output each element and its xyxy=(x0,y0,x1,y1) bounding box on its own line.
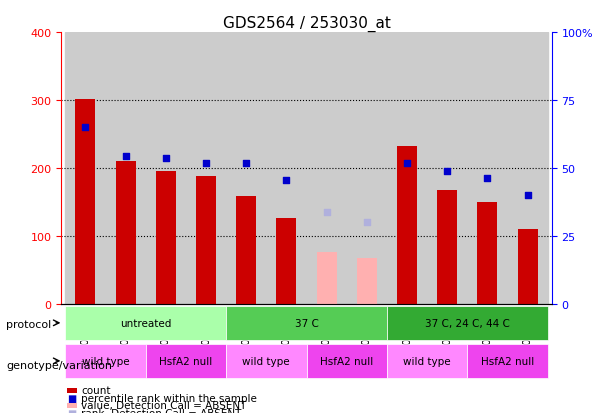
Bar xyxy=(196,177,216,304)
Text: value, Detection Call = ABSENT: value, Detection Call = ABSENT xyxy=(81,400,246,410)
Text: wild type: wild type xyxy=(243,356,290,366)
Bar xyxy=(116,162,135,304)
FancyBboxPatch shape xyxy=(66,306,226,340)
Bar xyxy=(105,33,146,304)
Point xyxy=(242,161,251,167)
Text: ■: ■ xyxy=(67,393,76,403)
Title: GDS2564 / 253030_at: GDS2564 / 253030_at xyxy=(223,16,390,32)
Point xyxy=(121,153,131,160)
FancyBboxPatch shape xyxy=(66,344,146,378)
Bar xyxy=(186,33,226,304)
Bar xyxy=(226,33,266,304)
Bar xyxy=(347,33,387,304)
FancyBboxPatch shape xyxy=(306,344,387,378)
FancyBboxPatch shape xyxy=(226,306,387,340)
Bar xyxy=(236,197,256,304)
Bar xyxy=(75,100,96,304)
Bar xyxy=(397,147,417,304)
Bar xyxy=(266,33,306,304)
Text: ■: ■ xyxy=(67,408,76,413)
Text: HsfA2 null: HsfA2 null xyxy=(320,356,373,366)
Bar xyxy=(478,202,497,304)
Text: protocol: protocol xyxy=(6,319,51,329)
Point xyxy=(443,168,452,175)
Bar xyxy=(156,172,176,304)
Bar xyxy=(427,33,467,304)
Point xyxy=(362,219,371,226)
FancyBboxPatch shape xyxy=(387,344,467,378)
FancyBboxPatch shape xyxy=(387,306,547,340)
Bar xyxy=(146,33,186,304)
Text: wild type: wild type xyxy=(82,356,129,366)
Text: wild type: wild type xyxy=(403,356,451,366)
Bar xyxy=(306,33,347,304)
Text: rank, Detection Call = ABSENT: rank, Detection Call = ABSENT xyxy=(81,408,242,413)
Point xyxy=(482,176,492,182)
FancyBboxPatch shape xyxy=(146,344,226,378)
Bar xyxy=(357,258,377,304)
Point xyxy=(402,161,412,167)
FancyBboxPatch shape xyxy=(467,344,547,378)
Point xyxy=(201,160,211,166)
Bar xyxy=(316,252,337,304)
Text: HsfA2 null: HsfA2 null xyxy=(159,356,213,366)
Text: genotype/variation: genotype/variation xyxy=(6,361,112,370)
Point xyxy=(161,156,170,162)
FancyBboxPatch shape xyxy=(226,344,306,378)
Text: count: count xyxy=(81,385,110,395)
Bar xyxy=(387,33,427,304)
Bar xyxy=(508,33,547,304)
Text: 37 C, 24 C, 44 C: 37 C, 24 C, 44 C xyxy=(425,318,510,328)
Bar xyxy=(276,219,297,304)
Point xyxy=(523,192,533,199)
Text: percentile rank within the sample: percentile rank within the sample xyxy=(81,393,257,403)
Point xyxy=(80,125,90,131)
Bar xyxy=(437,191,457,304)
Text: untreated: untreated xyxy=(120,318,172,328)
Bar xyxy=(517,230,538,304)
Point xyxy=(322,209,332,216)
Bar xyxy=(66,33,105,304)
Text: HsfA2 null: HsfA2 null xyxy=(481,356,534,366)
Text: 37 C: 37 C xyxy=(295,318,318,328)
Point xyxy=(281,177,291,183)
Bar xyxy=(467,33,508,304)
